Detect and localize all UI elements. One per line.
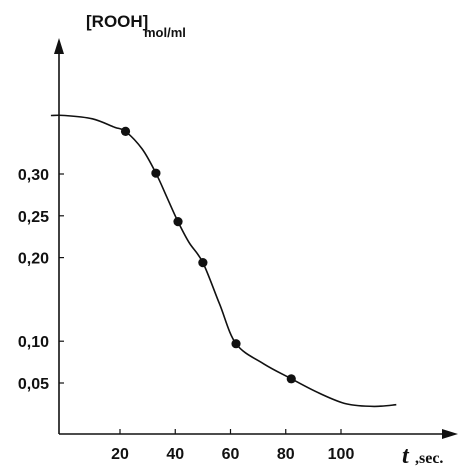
data-point — [198, 258, 208, 268]
y-tick-label: 0,05 — [18, 376, 49, 393]
data-point — [231, 339, 241, 349]
y-tick-labels: 0,05 0,10 0,20 0,25 0,30 — [18, 167, 64, 393]
data-point — [151, 168, 161, 178]
x-tick-label: 60 — [222, 446, 240, 463]
x-axis-arrowhead — [442, 429, 458, 439]
y-axis-unit: mol/ml — [144, 25, 186, 40]
x-axis-label: t — [402, 443, 410, 469]
y-tick-label: 0,25 — [18, 209, 49, 226]
x-tick-label: 20 — [111, 446, 129, 463]
x-tick-label: 80 — [277, 446, 295, 463]
data-points — [120, 126, 296, 384]
y-axis-label: [ROOH] — [86, 12, 148, 31]
y-tick-label: 0,30 — [18, 167, 49, 184]
axes — [54, 38, 458, 439]
decay-curve — [50, 114, 397, 408]
data-point — [286, 374, 296, 384]
x-tick-labels: 20 40 60 80 100 — [111, 429, 354, 463]
data-point — [173, 217, 183, 227]
x-tick-label: 100 — [328, 446, 355, 463]
x-tick-label: 40 — [166, 446, 184, 463]
y-tick-label: 0,10 — [18, 334, 49, 351]
y-tick-label: 0,20 — [18, 251, 49, 268]
x-axis-unit: ,sec. — [415, 450, 443, 467]
y-axis-arrowhead — [54, 38, 64, 54]
data-point — [120, 126, 131, 136]
